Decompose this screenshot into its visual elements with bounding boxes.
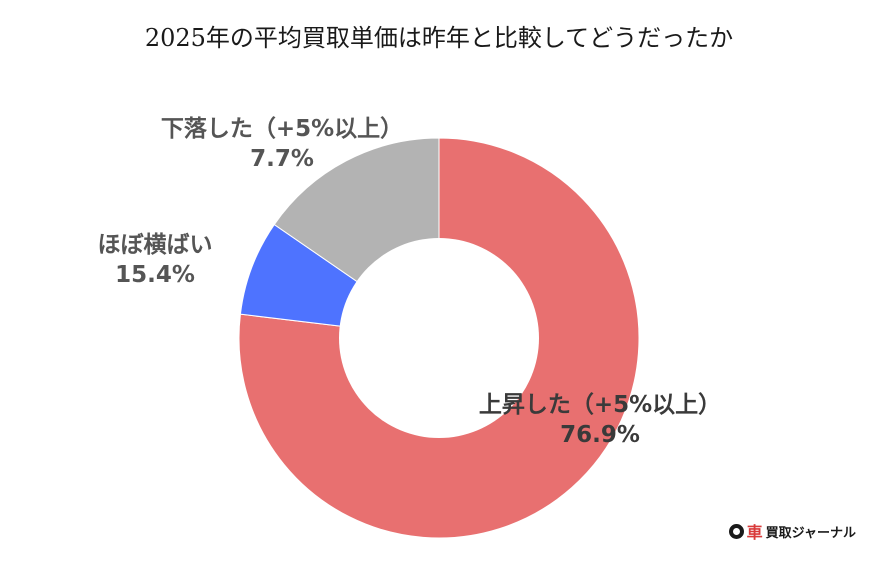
wheel-icon (728, 523, 744, 539)
slice-value-label: 76.9% (560, 422, 640, 448)
slice-category-label: 上昇した（+5%以上） (479, 391, 721, 418)
slice-value-label: 7.7% (250, 146, 314, 172)
slice-labels: 上昇した（+5%以上） 76.9% 下落した（+5%以上） 7.7% ほぼ横ばい 15.4… (98, 115, 722, 448)
slice-1 (238, 137, 640, 539)
brand-logo: 車 買取ジャーナル (728, 519, 856, 543)
donut-hole (339, 238, 539, 438)
brand-text: 買取ジャーナル (765, 525, 856, 541)
brand-accent: 車 (746, 523, 763, 542)
slice-value-label: 15.4% (115, 262, 195, 288)
slice-category-label: 下落した（+5%以上） (161, 115, 403, 142)
chart-title: 2025年の平均買取単価は昨年と比較してどうだったか (145, 24, 733, 52)
slice-category-label: ほぼ横ばい (98, 232, 213, 258)
